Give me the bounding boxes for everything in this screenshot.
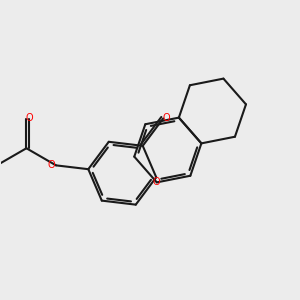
Text: O: O — [163, 113, 171, 123]
Text: O: O — [26, 113, 33, 123]
Text: O: O — [152, 177, 160, 187]
Text: O: O — [48, 160, 56, 170]
